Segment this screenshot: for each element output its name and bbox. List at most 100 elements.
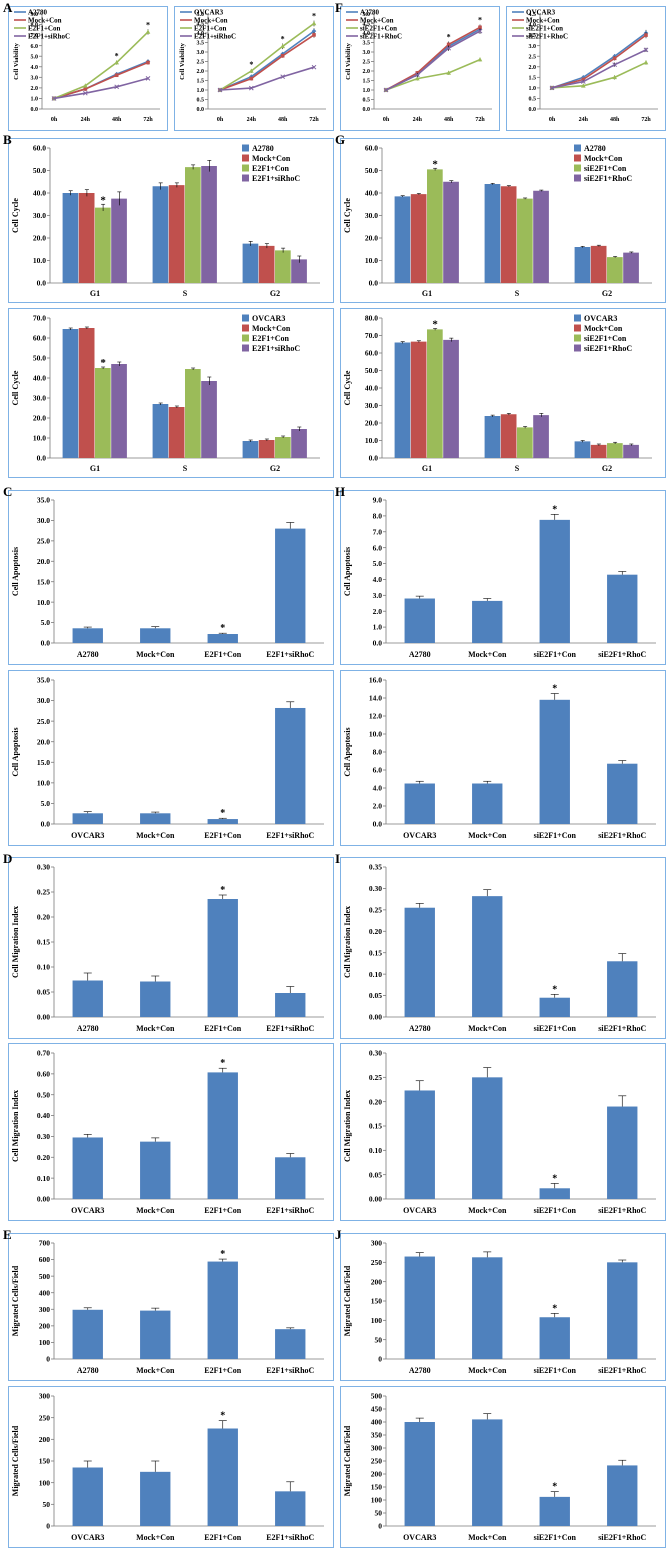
y-tick-label: 100 — [371, 1316, 383, 1325]
y-tick-label: 0.40 — [37, 1111, 50, 1120]
y-axis-label: Cell Viability — [179, 42, 186, 79]
bar — [275, 437, 291, 458]
bar — [242, 441, 259, 458]
bar — [168, 185, 185, 283]
y-tick-label: 8.0 — [31, 23, 39, 29]
bar — [607, 574, 638, 643]
x-tick-label: S — [515, 289, 520, 298]
series-line-sie2f1-rhoc — [385, 30, 481, 91]
bar — [443, 339, 459, 458]
chart-frame-J1 — [340, 1233, 666, 1381]
x-tick-label: siE2F1+Con — [534, 1024, 577, 1033]
y-tick-label: 7.0 — [373, 527, 383, 536]
x-tick-label: OVCAR3 — [403, 831, 436, 840]
data-point — [280, 54, 285, 58]
x-tick-label: 24h — [81, 117, 91, 123]
x-tick-label: Mock+Con — [136, 1024, 175, 1033]
y-tick-label: 12.0 — [369, 712, 382, 721]
bar — [140, 1141, 171, 1199]
series-line-e2f1-con — [53, 31, 149, 100]
y-tick-label: 20.0 — [37, 737, 50, 746]
y-tick-label: 1.5 — [197, 79, 205, 85]
x-tick-label: 0h — [549, 117, 556, 123]
bar — [410, 194, 427, 283]
y-tick-label: 1.0 — [363, 88, 371, 94]
y-tick-label: 500 — [371, 1392, 383, 1401]
bar — [95, 207, 111, 283]
y-tick-label: 0.5 — [197, 98, 205, 104]
y-tick-label: 150 — [371, 1483, 383, 1492]
x-tick-label: E2F1+siRhoC — [266, 831, 314, 840]
y-tick-label: 0.05 — [369, 1170, 382, 1179]
significance-star: * — [552, 984, 557, 995]
bar — [72, 813, 103, 824]
y-tick-label: 0.30 — [369, 884, 382, 893]
y-tick-label: 10.0 — [33, 434, 46, 443]
x-tick-label: 0h — [383, 117, 390, 123]
y-tick-label: 3.5 — [529, 33, 537, 39]
data-point — [114, 84, 120, 90]
series-line-e2f1-sirhoc — [219, 66, 315, 91]
y-tick-label: 0 — [378, 1522, 382, 1531]
legend-label: siE2F1+Con — [584, 334, 627, 343]
data-point — [446, 42, 451, 47]
bar — [207, 1261, 238, 1359]
legend-swatch — [242, 324, 249, 332]
data-point — [581, 77, 586, 82]
bar — [484, 184, 501, 283]
y-tick-label: 4.5 — [529, 12, 537, 18]
y-tick-label: 300 — [371, 1239, 383, 1248]
significance-star: * — [100, 194, 106, 206]
data-point — [446, 70, 451, 75]
data-point — [612, 74, 617, 80]
y-tick-label: 0.0 — [373, 639, 383, 648]
x-tick-label: E2F1+Con — [204, 1366, 242, 1375]
x-tick-label: Mock+Con — [136, 650, 175, 659]
y-tick-label: 2.0 — [363, 69, 371, 75]
y-tick-label: 200 — [39, 1321, 51, 1330]
significance-star: * — [552, 1303, 557, 1314]
data-point — [311, 21, 317, 26]
series-line-sie2f1-con — [385, 58, 481, 91]
bar — [539, 699, 570, 824]
y-tick-label: 0.25 — [369, 1073, 382, 1082]
significance-star: * — [220, 1411, 225, 1422]
y-tick-label: 0 — [46, 1355, 50, 1364]
y-tick-label: 0.0 — [373, 820, 383, 829]
panel-label-B: B — [3, 132, 12, 147]
bar — [517, 427, 533, 458]
chart-frame-I2 — [340, 1043, 666, 1221]
y-tick-label: 0.0 — [31, 107, 39, 113]
bar — [590, 444, 607, 458]
y-tick-label: 15.0 — [37, 577, 50, 586]
bar — [207, 1072, 238, 1199]
bar — [78, 193, 95, 283]
bar — [607, 257, 623, 283]
x-tick-label: OVCAR3 — [71, 1533, 104, 1542]
legend-label: E2F1+Con — [194, 25, 226, 33]
significance-star: * — [552, 504, 557, 515]
y-tick-label: 0.00 — [369, 1013, 382, 1022]
y-tick-label: 50.0 — [33, 354, 46, 363]
chart-frame-C1 — [8, 490, 334, 665]
bar — [427, 329, 443, 458]
x-tick-label: 0h — [217, 117, 224, 123]
y-tick-label: 0.0 — [41, 820, 51, 829]
y-tick-label: 30.0 — [33, 211, 46, 220]
legend-label: Mock+Con — [584, 324, 623, 333]
significance-star: * — [552, 1482, 557, 1493]
x-tick-label: Mock+Con — [136, 1366, 175, 1375]
bar — [291, 259, 307, 283]
significance-star: * — [447, 33, 451, 42]
y-tick-label: 100 — [39, 1338, 51, 1347]
x-tick-label: 72h — [475, 117, 485, 123]
y-tick-label: 10.0 — [37, 598, 50, 607]
bar — [607, 763, 638, 824]
y-tick-label: 0.5 — [363, 98, 371, 104]
bar — [258, 245, 275, 283]
y-tick-label: 100 — [39, 1478, 51, 1487]
x-tick-label: E2F1+Con — [204, 1024, 242, 1033]
y-axis-label: Cell Cycle — [11, 370, 20, 405]
y-tick-label: 400 — [39, 1288, 51, 1297]
y-tick-label: 20.0 — [33, 414, 46, 423]
